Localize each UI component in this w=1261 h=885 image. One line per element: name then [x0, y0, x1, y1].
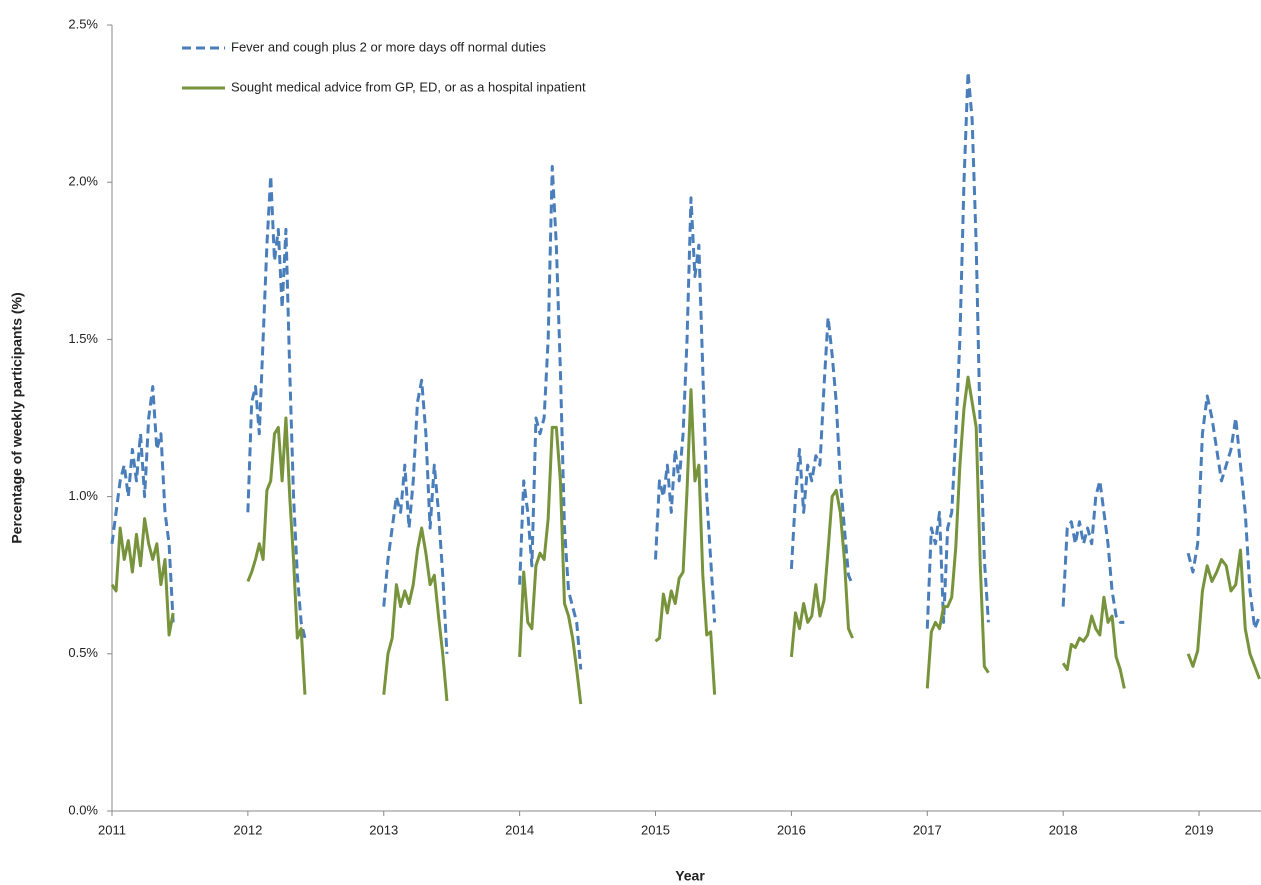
x-tick-label: 2013	[369, 822, 398, 837]
series-line	[110, 375, 1261, 705]
x-tick-label: 2019	[1185, 822, 1214, 837]
x-tick-label: 2016	[777, 822, 806, 837]
y-tick-label: 1.5%	[68, 331, 98, 346]
series-line	[110, 70, 1261, 670]
y-tick-label: 2.5%	[68, 16, 98, 31]
x-tick-label: 2011	[98, 822, 126, 837]
y-tick-label: 2.0%	[68, 174, 98, 189]
x-tick-label: 2012	[233, 822, 262, 837]
y-tick-label: 0.5%	[68, 645, 98, 660]
y-tick-label: 0.0%	[68, 802, 98, 817]
legend-label: Fever and cough plus 2 or more days off …	[231, 39, 546, 54]
x-tick-label: 2018	[1049, 822, 1078, 837]
y-axis-title: Percentage of weekly participants (%)	[9, 292, 25, 543]
x-axis-title: Year	[675, 868, 705, 884]
y-tick-label: 1.0%	[68, 488, 98, 503]
x-tick-label: 2015	[641, 822, 670, 837]
legend-label: Sought medical advice from GP, ED, or as…	[231, 79, 586, 94]
x-tick-label: 2014	[505, 822, 534, 837]
x-tick-label: 2017	[913, 822, 942, 837]
